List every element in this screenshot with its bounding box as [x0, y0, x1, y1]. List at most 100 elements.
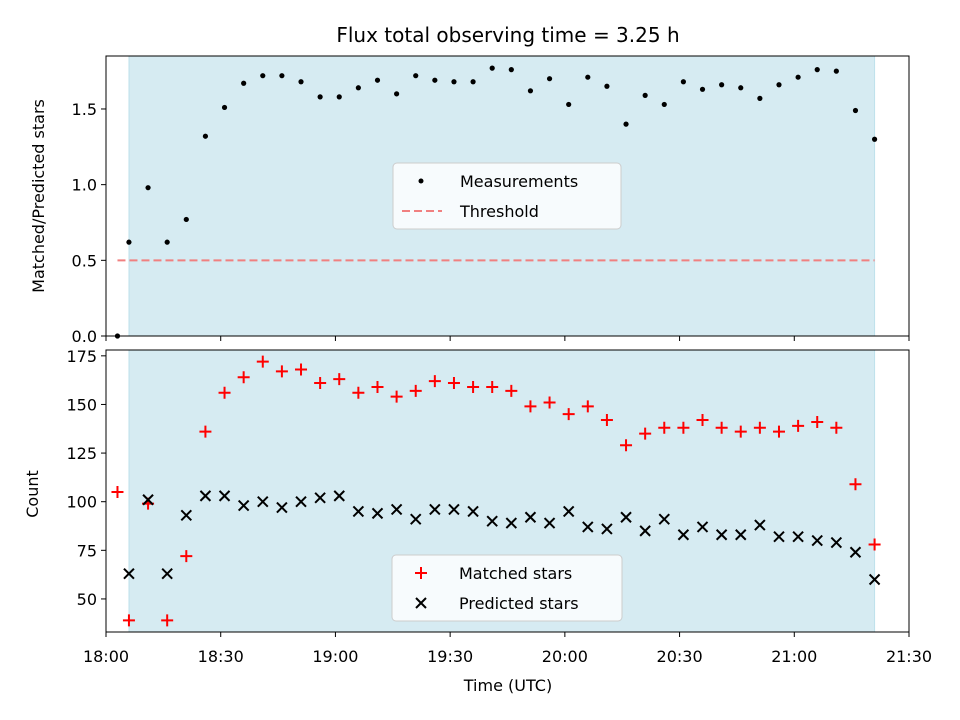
- measurement-point: [738, 85, 744, 91]
- matched-star-point: [122, 614, 135, 627]
- matched-star-point: [792, 419, 805, 432]
- matched-star-point: [333, 373, 346, 386]
- measurement-point: [126, 239, 132, 245]
- matched-star-point: [849, 478, 862, 491]
- matched-star-point: [811, 415, 824, 428]
- matched-star-point: [180, 550, 193, 563]
- predicted-star-point: [773, 530, 785, 543]
- matched-star-point: [428, 375, 441, 388]
- measurement-point: [394, 91, 400, 97]
- predicted-star-point: [735, 529, 747, 541]
- matched-star-point: [868, 538, 881, 551]
- predicted-star-point: [352, 505, 365, 518]
- measurement-point: [221, 104, 228, 111]
- count-panel: 50 75 100 125 150 175 18:00 18:30 19:00 19:30 20:…: [23, 347, 932, 695]
- matched-star-point: [409, 384, 422, 397]
- measurement-point: [413, 73, 419, 79]
- measurement-point: [852, 107, 859, 114]
- predicted-star-point: [295, 495, 307, 508]
- measurement-point: [776, 82, 782, 88]
- x-tick-label: 19:30: [427, 647, 473, 666]
- x-tick-label: 19:00: [312, 647, 358, 666]
- matched-star-point: [772, 425, 785, 438]
- predicted-star-point: [715, 529, 728, 541]
- matched-star-point: [447, 377, 460, 390]
- matched-star-point: [753, 421, 766, 434]
- measurement-point: [527, 88, 534, 94]
- legend-matched-marker: [415, 567, 427, 579]
- predicted-star-point: [868, 573, 881, 586]
- chart-title: Flux total observing time = 3.25 h: [336, 23, 679, 47]
- measurement-point: [145, 185, 151, 191]
- top-legend: Measurements Threshold: [392, 162, 622, 230]
- predicted-star-point: [429, 503, 441, 516]
- predicted-star-point: [314, 492, 326, 504]
- legend-predicted-label: Predicted stars: [459, 594, 579, 613]
- measurement-point: [757, 95, 763, 101]
- predicted-star-point: [830, 536, 843, 549]
- predicted-star-point: [849, 546, 862, 558]
- predicted-star-point: [811, 534, 823, 547]
- predicted-star-point: [792, 530, 804, 543]
- predicted-star-point: [467, 505, 479, 518]
- bottom-y-axis-label: Count: [23, 470, 42, 518]
- measurement-point: [451, 79, 457, 85]
- matched-star-point: [696, 414, 709, 427]
- measurement-point: [642, 92, 648, 98]
- predicted-star-point: [371, 507, 384, 520]
- measurement-point: [508, 67, 514, 73]
- measurement-point: [566, 101, 572, 108]
- measurement-point: [833, 68, 839, 74]
- ratio-panel: 0.0 0.5 1.0 1.5 Matched/Predicted stars Mea…: [29, 55, 910, 346]
- measurement-point: [871, 136, 878, 142]
- measurement-point: [546, 76, 553, 82]
- matched-star-point: [467, 380, 480, 393]
- measurement-point: [795, 74, 801, 80]
- matched-star-point: [237, 371, 250, 384]
- matched-star-point: [715, 421, 728, 434]
- measurement-point: [432, 77, 438, 83]
- bottom-legend-box: [391, 554, 623, 622]
- measurement-point: [623, 121, 629, 127]
- matched-star-point: [314, 377, 327, 390]
- matched-star-point: [639, 427, 652, 440]
- predicted-star-point: [486, 515, 498, 527]
- matched-star-point: [256, 355, 269, 368]
- measurement-point: [814, 67, 820, 73]
- top-y-tick-label: 1.0: [72, 176, 97, 195]
- bottom-y-tick-label: 50: [77, 590, 97, 609]
- matched-star-point: [620, 439, 633, 452]
- predicted-star-point: [448, 503, 460, 516]
- matched-star-point: [111, 485, 124, 498]
- predicted-star-point: [142, 494, 154, 506]
- legend-threshold-label: Threshold: [459, 202, 539, 221]
- x-tick-label: 18:00: [83, 647, 129, 666]
- matched-star-point: [486, 380, 499, 393]
- x-tick-label: 20:30: [657, 647, 703, 666]
- matched-star-point: [161, 614, 174, 627]
- predicted-star-point: [161, 567, 173, 580]
- bottom-x-ticks: 18:00 18:30 19:00 19:30 20:00 20:30 21:00 21:30: [83, 632, 932, 666]
- measurement-point: [585, 74, 591, 80]
- bottom-y-tick-label: 150: [66, 395, 97, 414]
- predicted-star-point: [524, 511, 537, 523]
- top-y-tick-label: 1.5: [72, 100, 97, 119]
- predicted-star-point: [180, 509, 193, 522]
- top-y-tick-label: 0.0: [72, 327, 97, 346]
- predicted-star-point: [754, 519, 766, 531]
- matched-star-point: [562, 408, 575, 421]
- predicted-star-point: [276, 501, 288, 514]
- predicted-star-point: [410, 513, 422, 525]
- x-axis-label: Time (UTC): [463, 676, 552, 695]
- predicted-star-point: [257, 495, 269, 508]
- matched-star-point: [295, 363, 308, 376]
- matched-star-point: [658, 421, 671, 434]
- predicted-star-point: [677, 529, 690, 541]
- x-tick-label: 18:30: [198, 647, 244, 666]
- top-x-ticks: [105, 336, 910, 341]
- measurement-point: [279, 73, 285, 79]
- measurement-point: [680, 79, 686, 85]
- measurement-point: [355, 85, 361, 91]
- matched-star-point: [371, 380, 384, 393]
